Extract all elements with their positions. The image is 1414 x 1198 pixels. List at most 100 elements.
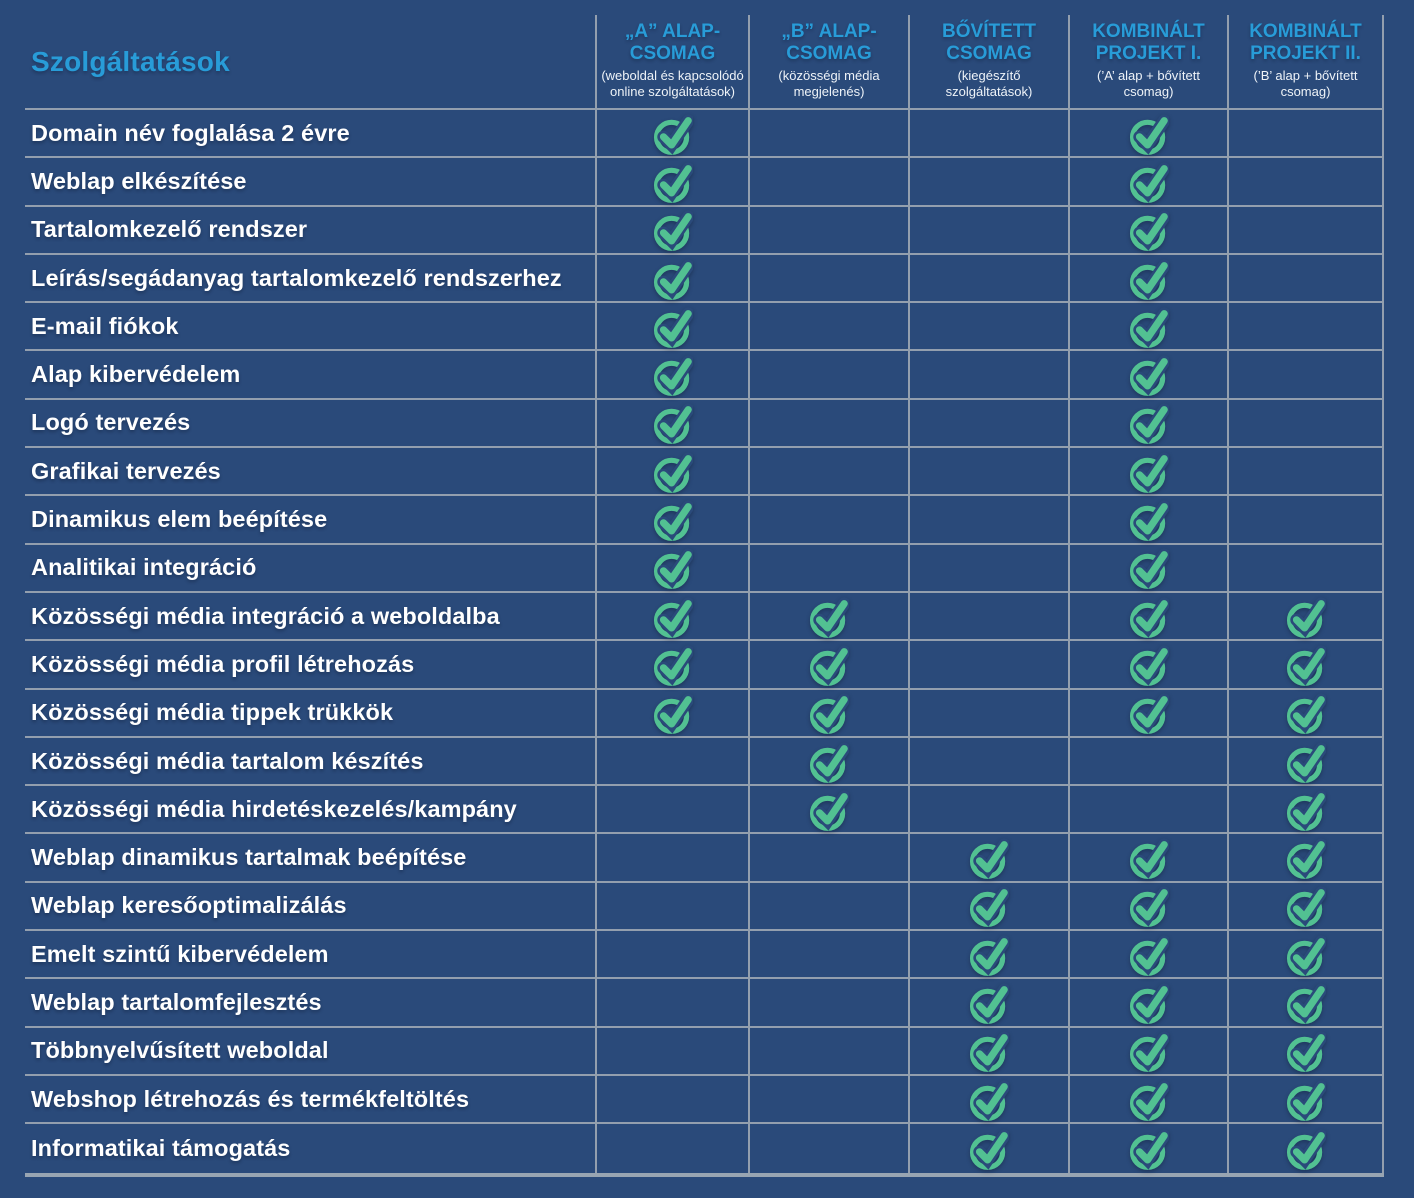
check-cell — [595, 1124, 748, 1173]
check-cell — [908, 737, 1068, 787]
check-cell — [595, 303, 748, 352]
check-cell — [908, 882, 1068, 932]
check-cell — [1068, 786, 1227, 835]
check-cell — [748, 544, 908, 593]
check-circle-icon — [1129, 114, 1169, 155]
check-cell — [1227, 882, 1384, 932]
service-label: Közösségi média integráció a weboldalba — [25, 593, 595, 642]
check-cell — [748, 158, 908, 207]
check-cell — [908, 979, 1068, 1028]
check-cell — [908, 158, 1068, 207]
service-label: Közösségi média hirdetéskezelés/kampány — [25, 786, 595, 835]
check-circle-icon — [1129, 500, 1169, 541]
check-cell — [595, 737, 748, 787]
check-cell — [1227, 641, 1384, 690]
check-cell — [1068, 737, 1227, 787]
check-circle-icon — [1129, 983, 1169, 1024]
check-cell — [748, 254, 908, 304]
check-cell — [908, 834, 1068, 883]
check-cell — [1068, 496, 1227, 545]
check-cell — [595, 448, 748, 497]
check-circle-icon — [969, 1080, 1009, 1121]
check-cell — [908, 496, 1068, 545]
check-cell — [748, 834, 908, 883]
service-label: Leírás/segádanyag tartalomkezelő rendsze… — [25, 255, 595, 304]
check-cell — [595, 158, 748, 207]
check-cell — [908, 641, 1068, 690]
page-title: Szolgáltatások — [31, 45, 230, 77]
check-cell — [595, 1075, 748, 1125]
check-cell — [908, 1075, 1068, 1125]
check-cell — [908, 931, 1068, 980]
check-cell — [595, 834, 748, 883]
check-cell — [595, 689, 748, 738]
check-cell — [748, 303, 908, 352]
check-circle-icon — [653, 403, 693, 445]
column-subtitle: (közösségi média megjelenés) — [778, 68, 880, 100]
check-circle-icon — [653, 645, 693, 686]
check-cell — [595, 351, 748, 400]
check-circle-icon — [1286, 1080, 1326, 1121]
check-circle-icon — [1129, 645, 1169, 686]
check-cell — [595, 979, 748, 1028]
check-cell — [1227, 1124, 1384, 1173]
check-cell — [1068, 834, 1227, 883]
check-cell — [1227, 979, 1384, 1028]
column-subtitle: (weboldal és kapcsolódó online szolgálta… — [601, 68, 744, 100]
check-circle-icon — [653, 597, 693, 638]
service-label: Informatikai támogatás — [31, 1134, 291, 1161]
check-cell — [595, 641, 748, 690]
service-label: Tartalomkezelő rendszer — [25, 207, 595, 255]
check-circle-icon — [1129, 307, 1169, 348]
check-cell — [595, 592, 748, 642]
column-header-kombinalt-2: KOMBINÁLT PROJEKT II. (’B’ alap + bővíte… — [1227, 15, 1384, 110]
check-circle-icon — [969, 935, 1009, 976]
service-label: Közösségi média tippek trükkök — [25, 690, 595, 738]
check-circle-icon — [1286, 645, 1326, 686]
check-cell — [595, 931, 748, 980]
check-cell — [1227, 448, 1384, 497]
check-cell — [1068, 592, 1227, 642]
check-cell — [748, 351, 908, 400]
check-cell — [1227, 351, 1384, 400]
check-circle-icon — [1286, 741, 1326, 783]
check-circle-icon — [1129, 693, 1169, 735]
check-circle-icon — [1129, 403, 1169, 445]
check-cell — [908, 254, 1068, 304]
check-cell — [748, 979, 908, 1028]
check-cell — [748, 786, 908, 835]
check-circle-icon — [809, 645, 849, 686]
check-cell — [1227, 254, 1384, 304]
service-label: E-mail fiókok — [25, 303, 595, 352]
check-cell — [595, 206, 748, 255]
check-cell — [908, 592, 1068, 642]
check-circle-icon — [969, 1129, 1009, 1170]
check-cell — [748, 592, 908, 642]
check-circle-icon — [969, 983, 1009, 1024]
check-cell — [595, 786, 748, 835]
check-circle-icon — [1286, 790, 1326, 831]
check-circle-icon — [1129, 838, 1169, 880]
column-subtitle: (’B’ alap + bővített csomag) — [1253, 68, 1358, 100]
check-cell — [748, 737, 908, 787]
check-circle-icon — [653, 210, 693, 252]
column-title: „A” ALAP-CSOMAG — [624, 21, 721, 65]
column-header-bovitett: BŐVÍTETT CSOMAG (kiegészítő szolgáltatás… — [908, 15, 1068, 110]
check-circle-icon — [809, 790, 849, 831]
service-label: Többnyelvűsített weboldal — [25, 1028, 595, 1076]
check-cell — [1068, 158, 1227, 207]
check-cell — [595, 399, 748, 449]
check-circle-icon — [1286, 597, 1326, 638]
check-cell — [748, 1075, 908, 1125]
check-circle-icon — [1129, 935, 1169, 976]
service-label: Weblap keresőoptimalizálás — [25, 883, 595, 932]
check-cell — [748, 496, 908, 545]
check-cell — [595, 1027, 748, 1076]
check-cell — [1068, 399, 1227, 449]
check-cell — [908, 399, 1068, 449]
check-circle-icon — [1129, 1031, 1169, 1073]
column-title: KOMBINÁLT PROJEKT I. — [1092, 21, 1205, 65]
service-label: Weblap dinamikus tartalmak beépítése — [25, 834, 595, 883]
column-title: „B” ALAP-CSOMAG — [781, 21, 877, 65]
check-cell — [1068, 882, 1227, 932]
